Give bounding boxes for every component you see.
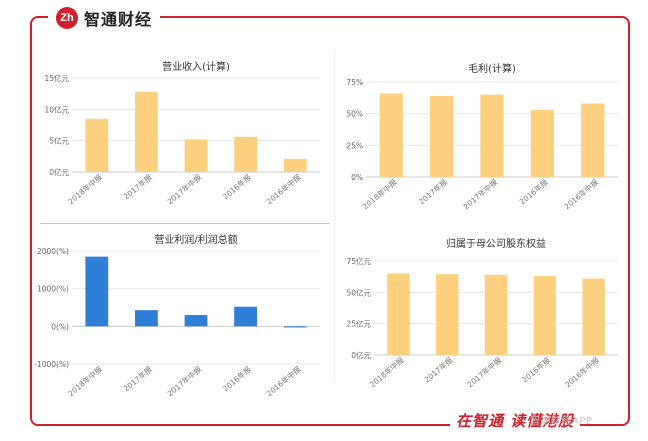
bar-2016年报 [234,306,258,327]
chart-equity: 归属于母公司股东权益 0亿元 25亿元 50亿元 75亿元 2018年中报 2017年报 20… [346,237,618,389]
chart-title: 毛利(计算) [468,62,516,75]
x-tick-label: 2018年中报 [66,364,105,399]
y-tick-label: 75% [346,78,363,87]
y-tick-label: 50亿元 [346,287,371,297]
y-tick-label: 10亿元 [44,104,69,114]
x-tick-label: 2018年中报 [367,355,406,390]
bar-2016年报 [533,276,557,355]
y-tick-label: 1000(%) [37,285,69,294]
y-tick-label: 0亿元 [351,350,371,360]
y-tick-label: 0(%) [51,322,69,331]
y-tick-label: 5亿元 [49,136,69,146]
bar-2017年中报 [480,94,504,177]
chart-gross_margin: 毛利(计算) 0% 25% 50% 75% 2018年中报 2017年报 2017年中报 201… [346,62,618,211]
x-tick-label: 2016年报 [517,177,550,207]
x-tick-label: 2017年中报 [165,172,204,207]
y-tick-label: 25亿元 [346,319,371,329]
x-tick-label: 2017年中报 [461,177,500,212]
brand-name: 智通财经 [84,10,153,29]
y-tick-label: 2000(%) [37,247,69,256]
bar-2017年报 [435,274,459,355]
y-tick-label: 15亿元 [44,73,69,83]
y-tick-label: 75亿元 [346,256,371,266]
brand-logo: Zh 智通财经 [48,4,161,32]
x-tick-label: 2018年中报 [66,172,105,207]
x-tick-label: 2016年中报 [264,364,303,399]
x-tick-label: 2016年报 [220,364,253,394]
brand-logo-icon: Zh [56,7,78,29]
chart-title: 营业收入(计算) [162,60,230,73]
y-tick-label: 0亿元 [49,167,69,177]
bar-2017年报 [430,95,454,177]
bar-2017年报 [134,310,158,327]
report-frame [30,16,630,426]
bar-2017年中报 [184,315,208,327]
chart-title: 营业利润/利润总额 [154,233,237,246]
bar-2017年中报 [184,139,208,172]
chart-revenue: 营业收入(计算) 0亿元 5亿元 10亿元 15亿元 2018年中报 2017年报 2017年… [44,60,320,206]
x-tick-label: 2016年中报 [563,355,602,390]
panel-divider-horizontal [40,223,330,224]
x-tick-label: 2017年报 [416,177,449,207]
x-tick-label: 2017年报 [422,355,455,385]
y-tick-label: -1000(%) [34,360,69,369]
x-tick-label: 2017年中报 [465,355,504,390]
bar-2016年报 [530,109,554,177]
bar-2018年中报 [379,93,403,177]
x-tick-label: 2016年报 [220,172,253,202]
footer-watermark: 智通财经APP [530,416,593,427]
bar-2016年中报 [283,326,307,328]
bar-2017年中报 [484,274,508,355]
bar-2018年中报 [85,256,109,327]
y-tick-label: 25% [346,141,363,150]
x-tick-label: 2016年中报 [562,177,601,212]
bar-2017年报 [134,91,158,172]
bar-2016年中报 [581,103,605,177]
x-tick-label: 2018年中报 [360,177,399,212]
footer-slogan: 在智通 读懂港股 [450,410,581,431]
y-tick-label: 0% [351,173,363,182]
y-tick-label: 50% [346,110,363,119]
x-tick-label: 2017年中报 [165,364,204,399]
panel-divider-vertical [334,50,335,380]
x-tick-label: 2017年报 [121,364,154,394]
bar-2018年中报 [85,118,109,172]
chart-title: 归属于母公司股东权益 [446,237,546,250]
bar-2016年中报 [283,158,307,172]
chart-op_profit_ratio: 营业利润/利润总额 -1000(%) 0(%) 1000(%) 2000(%) 2018年… [34,233,320,398]
bar-2016年报 [234,136,258,172]
bar-2016年中报 [582,278,605,355]
x-tick-label: 2016年报 [520,355,553,385]
x-tick-label: 2017年报 [121,172,154,202]
x-tick-label: 2016年中报 [264,172,303,207]
bar-2018年中报 [387,273,410,355]
